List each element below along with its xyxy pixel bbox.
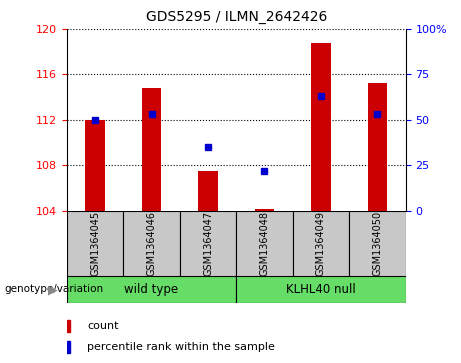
Bar (85, 120, 105, 211)
Bar (67, 340, 70, 353)
Text: GSM1364046: GSM1364046 (147, 211, 157, 276)
Bar (254, 209, 274, 211)
Text: GSM1364048: GSM1364048 (260, 211, 270, 276)
Text: GSM1364045: GSM1364045 (90, 211, 100, 276)
Text: wild type: wild type (124, 283, 178, 296)
FancyBboxPatch shape (180, 211, 236, 276)
Title: GDS5295 / ILMN_2642426: GDS5295 / ILMN_2642426 (146, 10, 327, 24)
FancyBboxPatch shape (236, 276, 406, 303)
Text: GSM1364049: GSM1364049 (316, 211, 326, 276)
FancyBboxPatch shape (67, 276, 236, 303)
FancyBboxPatch shape (67, 211, 123, 276)
Bar (198, 171, 218, 211)
Bar (311, 43, 331, 211)
FancyBboxPatch shape (123, 211, 180, 276)
Text: count: count (87, 321, 118, 331)
Bar (367, 83, 387, 211)
Bar (67, 320, 70, 333)
Text: genotype/variation: genotype/variation (5, 285, 104, 294)
Bar (142, 88, 161, 211)
Text: KLHL40 null: KLHL40 null (286, 283, 356, 296)
Text: GSM1364050: GSM1364050 (372, 211, 383, 276)
Text: GSM1364047: GSM1364047 (203, 211, 213, 276)
FancyBboxPatch shape (236, 211, 293, 276)
Text: ▶: ▶ (48, 283, 58, 296)
Text: percentile rank within the sample: percentile rank within the sample (87, 342, 275, 352)
FancyBboxPatch shape (349, 211, 406, 276)
FancyBboxPatch shape (293, 211, 349, 276)
